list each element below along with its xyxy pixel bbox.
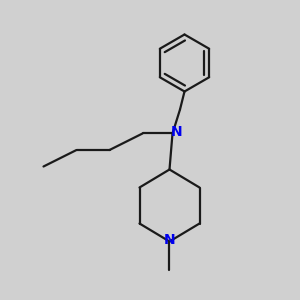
Text: N: N (170, 125, 182, 139)
Text: N: N (164, 233, 175, 247)
